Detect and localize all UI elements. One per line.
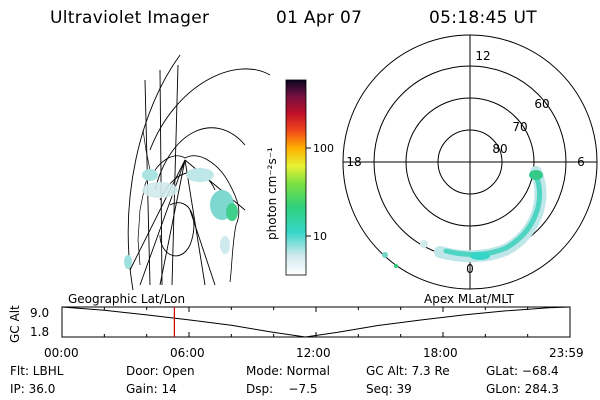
aurora-patch [220,236,230,254]
mlt-label-12: 12 [475,49,490,63]
lat-label-80: 80 [492,142,507,156]
lat-label-60: 60 [534,97,549,111]
aurora-patch [124,255,132,269]
map-grid-line [171,64,179,286]
mlt-label-6: 6 [577,155,585,169]
aurora-patch [226,203,238,221]
xtick-label: 00:00 [44,346,79,360]
time-label: 05:18:45 UT [429,8,537,28]
ytick-label: 9.0 [30,306,50,320]
map-grid-line [184,159,206,286]
chart-ticks [61,307,571,337]
map-grid-line [154,127,246,191]
xtick-label: 23:59 [549,346,584,360]
lat-label-70: 70 [512,120,527,134]
chart-ylabel: GC Alt [8,305,22,343]
glon-info: GLon: 284.3 [486,382,559,396]
ytick-label: 1.8 [30,325,50,339]
gain-info: Gain: 14 [126,382,177,396]
geographic-map [124,54,271,291]
aurora-oval [443,172,542,257]
mode-info: Mode: Normal [246,364,330,378]
dsp-info: Dsp: −7.5 [246,382,318,396]
aurora-patch [186,168,214,182]
aurora-patch [420,240,428,248]
xtick-label: 18:00 [423,346,458,360]
aurora-patch [142,182,178,198]
ip-info: IP: 36.0 [10,382,56,396]
map-grid-line [159,69,163,286]
map-grid-line [159,202,195,257]
gc-alt-info: GC Alt: 7.3 Re [366,364,450,378]
aurora-patch [394,264,398,268]
map-grid-line [144,79,151,286]
aurora-patch [470,252,490,260]
door-info: Door: Open [126,364,195,378]
coastline [137,129,151,266]
seq-info: Seq: 39 [366,382,412,396]
aurora-patch [529,170,543,180]
polar-aurora [382,166,547,268]
mlt-label-0: 0 [466,262,474,276]
glat-info: GLat: −68.4 [486,364,559,378]
altitude-series-line [61,306,570,338]
colorbar: 100 10 photon cm⁻²s⁻¹ [265,79,334,276]
map-aurora [124,168,238,269]
aurora-patch [382,252,388,258]
coastline [149,155,240,283]
colorbar-tick-label: 10 [313,230,327,243]
map-grid-line [184,159,246,211]
xtick-label: 06:00 [170,346,205,360]
map-grid-line [149,68,271,151]
colorbar-tick-label: 100 [313,142,334,155]
colorbar-label: photon cm⁻²s⁻¹ [265,147,279,240]
map-grid-line [139,159,186,286]
altitude-chart [61,306,571,338]
filter-info: Flt: LBHL [10,364,64,378]
polar-plot: 12 18 6 0 60 70 80 [342,34,598,290]
aurora-oval [434,166,547,263]
aurora-patch [142,169,158,181]
colorbar-scale [285,79,307,276]
instrument-title: Ultraviolet Imager [50,8,210,28]
map-grid-line [159,159,186,286]
geographic-label: Geographic Lat/Lon [68,292,186,306]
xtick-label: 12:00 [296,346,331,360]
date-label: 01 Apr 07 [276,8,363,28]
mlt-label-18: 18 [346,155,361,169]
apex-label: Apex MLat/MLT [424,292,514,306]
